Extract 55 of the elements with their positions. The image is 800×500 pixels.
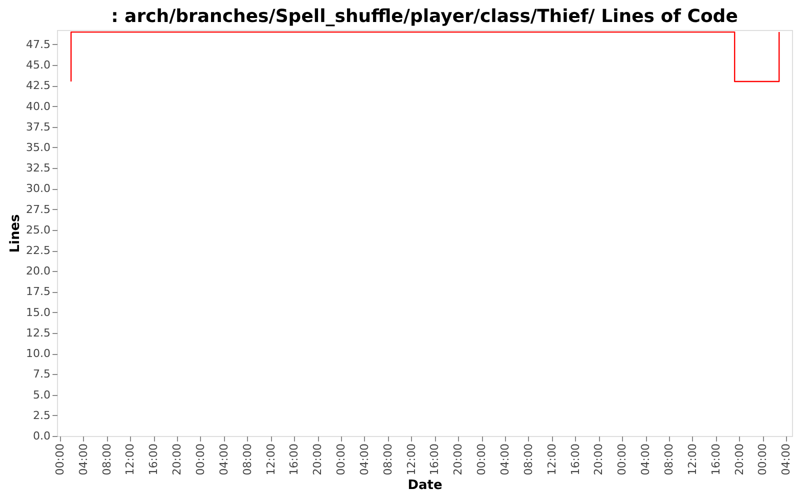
y-tick-label: 7.5 [33,368,50,381]
x-tick-label: 16:00 [147,444,160,476]
x-tick-label: 20:00 [170,444,184,476]
y-tick-label: 20.0 [26,264,50,278]
x-tick-label: 04:00 [498,444,512,476]
x-tick-label: 20:00 [732,444,746,476]
x-tick-label: 04:00 [76,444,90,476]
y-tick-label: 15.0 [26,306,50,319]
x-tick-label: 08:00 [662,444,676,476]
y-tick-label: 32.5 [26,162,50,175]
x-tick-label: 04:00 [639,444,652,476]
y-tick-label: 10.0 [26,347,50,360]
y-tick-label: 30.0 [26,182,50,196]
x-tick-label: 04:00 [780,444,793,476]
y-tick-label: 35.0 [26,140,50,154]
y-axis-title: Lines [8,214,24,253]
x-tick-label: 00:00 [53,444,66,476]
y-tick-label: 5.0 [33,388,50,402]
x-tick-label: 12:00 [404,444,418,476]
x-tick-label: 04:00 [217,444,230,476]
x-tick-label: 12:00 [124,444,137,476]
y-tick-label: 40.0 [26,100,50,113]
x-tick-label: 12:00 [686,444,699,476]
x-tick-label: 08:00 [381,444,394,476]
y-tick-label: 47.5 [26,38,50,51]
x-tick-label: 04:00 [358,444,371,476]
x-tick-label: 00:00 [756,444,770,476]
x-tick-label: 16:00 [428,444,442,476]
y-tick-label: 12.5 [26,326,50,340]
x-tick-label: 16:00 [568,444,582,476]
x-tick-label: 00:00 [616,444,629,476]
y-tick-label: 37.5 [26,120,50,134]
x-tick-label: 08:00 [240,444,254,476]
x-tick-label: 08:00 [100,444,114,476]
y-tick-label: 2.5 [33,408,50,422]
x-tick-label: 08:00 [522,444,535,476]
y-tick-label: 25.0 [26,223,50,236]
x-tick-label: 00:00 [475,444,488,476]
x-tick-label: 20:00 [592,444,606,476]
y-tick-label: 17.5 [26,285,50,298]
chart-title: : arch/branches/Spell_shuffle/player/class/Thief/ Lines of Code [111,6,738,27]
y-tick-label: 0.0 [33,430,50,442]
y-tick-label: 45.0 [26,58,50,72]
x-tick-label: 12:00 [264,444,278,476]
x-tick-label: 00:00 [194,444,207,476]
y-tick-label: 42.5 [26,79,50,92]
x-tick-label: 20:00 [452,444,465,476]
x-tick-label: 16:00 [288,444,301,476]
y-tick-label: 27.5 [26,202,50,216]
x-tick-label: 12:00 [545,444,558,476]
x-tick-label: 20:00 [311,444,324,476]
x-axis-title: Date [408,478,442,494]
y-tick-label: 22.5 [26,244,50,258]
x-tick-label: 00:00 [334,444,348,476]
x-tick-label: 16:00 [709,444,722,476]
